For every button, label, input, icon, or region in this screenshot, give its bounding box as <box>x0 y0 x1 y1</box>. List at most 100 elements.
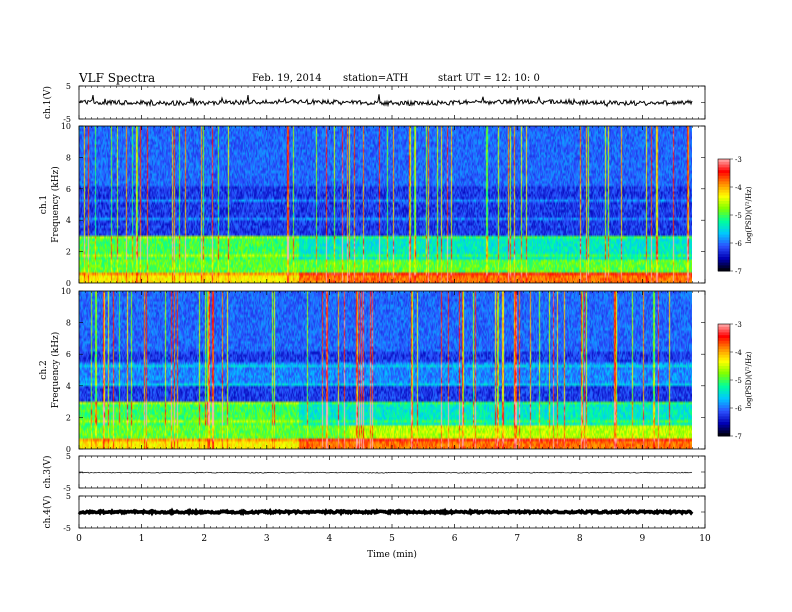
colorbar-segment <box>718 340 730 345</box>
colorbar-segment <box>718 189 730 194</box>
colorbar-segment <box>718 346 730 350</box>
colorbar-segment <box>718 377 730 381</box>
colorbar-segment <box>718 419 730 423</box>
colorbar-segment <box>718 410 730 415</box>
x-tick-label: 9 <box>640 534 646 544</box>
y-tick-label: -5 <box>63 524 71 533</box>
y-axis-label: ch.3(V) <box>42 456 53 489</box>
colorbar-segment <box>718 237 730 241</box>
colorbar-segment <box>718 402 730 406</box>
y-axis-label-channel: ch.2 <box>39 360 49 379</box>
y-tick-label: 5 <box>66 452 71 461</box>
colorbar-segment <box>718 243 730 247</box>
colorbar-segment <box>718 223 730 227</box>
colorbar-segment <box>718 416 730 420</box>
colorbar-segment <box>718 354 730 359</box>
colorbar-segment <box>718 382 730 387</box>
colorbar-segment <box>718 405 730 409</box>
colorbar-segment <box>718 422 730 426</box>
colorbar-segment <box>718 374 730 378</box>
colorbar-segment <box>718 209 730 213</box>
colorbar-segment <box>718 161 730 166</box>
colorbar-segment <box>718 234 730 238</box>
colorbar-segment <box>718 427 730 431</box>
colorbar-segment <box>718 220 730 224</box>
colorbar-tick-label: -5 <box>735 377 742 385</box>
y-tick-label: -5 <box>63 484 71 493</box>
colorbar-segment <box>718 335 730 339</box>
colorbar-segment <box>718 380 730 384</box>
colorbar-segment <box>718 326 730 331</box>
colorbar-segment <box>718 391 730 395</box>
x-axis-label: Time (min) <box>367 549 417 560</box>
y-tick-label: 8 <box>66 319 71 328</box>
colorbar-tick-label: -3 <box>735 321 742 329</box>
start-time-label: start UT = 12: 10: 0 <box>438 73 540 84</box>
y-tick-label: 0 <box>66 279 71 288</box>
colorbar-segment <box>718 399 730 403</box>
colorbar-segment <box>718 170 730 174</box>
x-tick-label: 1 <box>139 534 145 544</box>
colorbar-segment <box>718 357 730 361</box>
colorbar-segment <box>718 424 730 429</box>
y-axis-label: Frequency (kHz) <box>50 166 61 243</box>
y-tick-label: 4 <box>66 216 71 225</box>
colorbar-segment <box>718 371 730 375</box>
y-tick-label: 2 <box>66 413 71 422</box>
y-tick-label: 10 <box>61 122 71 131</box>
colorbar-segment <box>718 433 730 437</box>
colorbar-segment <box>718 259 730 264</box>
colorbar-segment <box>718 212 730 216</box>
y-tick-label: 6 <box>66 350 71 359</box>
station-label: station=ATH <box>343 73 409 84</box>
x-tick-label: 2 <box>201 534 207 544</box>
colorbar-segment <box>718 352 730 356</box>
colorbar-label: log(PSD)(V²/Hz) <box>745 186 753 243</box>
colorbar-segment <box>718 262 730 266</box>
colorbar-segment <box>718 248 730 252</box>
colorbar-segment <box>718 408 730 412</box>
colorbar-tick-label: -4 <box>735 349 742 357</box>
figure-title: VLF Spectra <box>79 71 156 85</box>
x-tick-label: 5 <box>389 534 395 544</box>
colorbar-segment <box>718 245 730 250</box>
colorbar-segment <box>718 394 730 398</box>
colorbar-segment <box>718 363 730 367</box>
colorbar-segment <box>718 159 730 163</box>
y-axis-label: Frequency (kHz) <box>50 332 61 409</box>
colorbar-segment <box>718 167 730 171</box>
y-axis-label: ch.4(V) <box>42 496 53 529</box>
colorbar-segment <box>718 217 730 222</box>
colorbar-segment <box>718 203 730 208</box>
colorbar-segment <box>718 195 730 199</box>
colorbar-tick-label: -7 <box>735 268 742 276</box>
colorbar-segment <box>718 192 730 196</box>
x-tick-label: 3 <box>264 534 270 544</box>
waveform-trace <box>78 471 693 474</box>
colorbar-segment <box>718 430 730 434</box>
colorbar-segment <box>718 413 730 417</box>
x-tick-label: 0 <box>76 534 82 544</box>
colorbar-segment <box>718 257 730 261</box>
x-tick-label: 10 <box>699 534 711 544</box>
colorbar-segment <box>718 215 730 219</box>
x-tick-label: 4 <box>327 534 333 544</box>
colorbar-segment <box>718 366 730 370</box>
colorbar-segment <box>718 240 730 244</box>
colorbar-tick-label: -3 <box>735 156 742 164</box>
colorbar-segment <box>718 181 730 185</box>
colorbar-segment <box>718 368 730 373</box>
colorbar-segment <box>718 254 730 258</box>
waveform-trace <box>77 507 694 517</box>
y-axis-label-channel: ch.1 <box>39 195 49 214</box>
colorbar-tick-label: -6 <box>735 405 742 413</box>
y-axis-label: ch.1(V) <box>42 86 53 119</box>
colorbar-segment <box>718 229 730 233</box>
colorbar-segment <box>718 338 730 342</box>
y-tick-label: -5 <box>63 115 71 124</box>
colorbar-segment <box>718 385 730 389</box>
colorbar-segment <box>718 164 730 168</box>
colorbar-segment <box>718 324 730 328</box>
colorbar-tick-label: -4 <box>735 184 742 192</box>
